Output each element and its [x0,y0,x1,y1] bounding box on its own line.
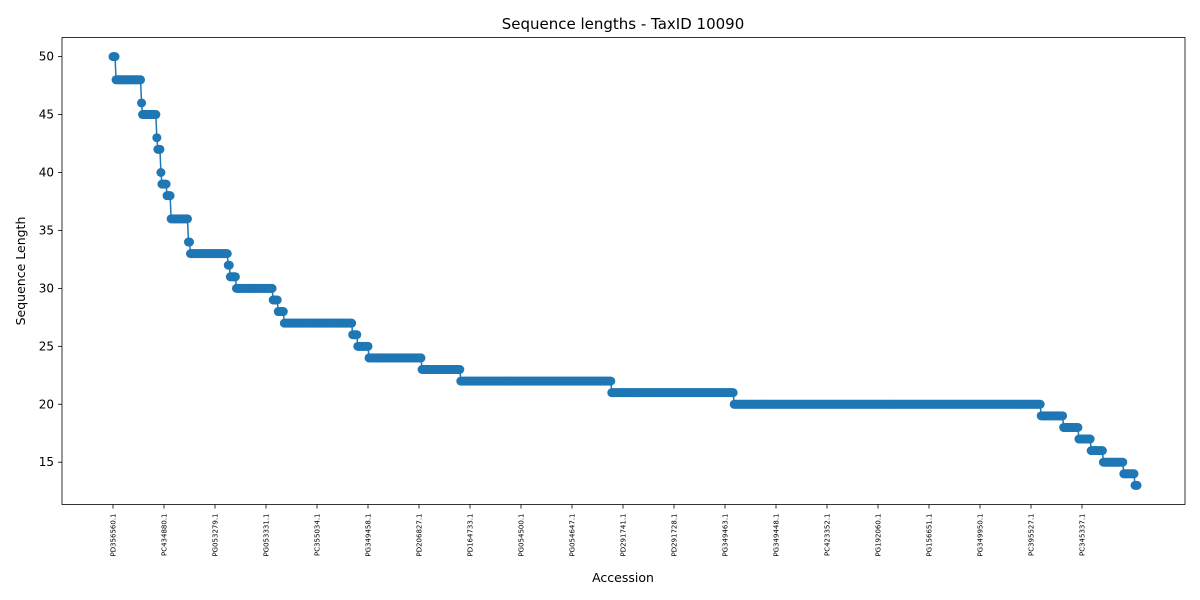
x-tick-label: PC434880.1 [161,514,169,557]
y-tick-label: 25 [39,339,54,353]
x-tick-label: PC423352.1 [824,514,832,557]
data-point [352,330,362,340]
y-tick-label: 30 [39,281,54,295]
y-axis: 15 20 25 30 35 40 45 50 [39,50,62,469]
x-tick-label: PG053331.1 [263,514,271,557]
x-tick-label: PC345337.1 [1079,514,1087,557]
series-line [113,55,1138,487]
data-point [110,52,120,62]
data-point [151,110,161,120]
x-tick-label: PD291728.1 [671,514,679,557]
plot-area [61,37,1186,505]
data-point [137,98,147,108]
x-tick-label: PC355034.1 [314,514,322,557]
series-layer [108,52,1142,490]
x-tick-label: PG054500.1 [518,514,526,557]
x-tick-label: PG349463.1 [722,514,730,557]
x-tick-label: PG349448.1 [773,514,781,557]
data-point [185,237,194,247]
data-point [606,376,616,386]
x-tick-label: PG192060.1 [875,514,883,557]
y-tick-label: 20 [39,397,54,411]
data-point [1073,422,1083,432]
data-point [1085,434,1095,444]
x-tick-label: PG349458.1 [365,514,373,557]
data-point [363,341,373,351]
y-tick-label: 50 [39,50,54,64]
data-point [230,272,240,282]
y-tick-label: 45 [39,108,54,122]
data-point [1118,457,1128,467]
x-tick-label: PD291741.1 [620,514,628,557]
data-point [155,144,165,154]
data-point [267,283,277,293]
x-tick-label: PG156651.1 [926,514,934,557]
data-point [161,179,171,189]
y-axis-label: Sequence Length [13,217,28,326]
x-tick-label: PG053279.1 [212,514,220,557]
chart-title: Sequence lengths - TaxID 10090 [502,15,745,33]
data-point [224,260,234,270]
y-tick-label: 40 [39,166,54,180]
data-point [152,133,162,143]
y-tick-label: 35 [39,223,54,237]
x-tick-label: PC395527.1 [1028,514,1036,557]
x-axis-label: Accession [592,570,654,585]
data-point [1129,469,1139,479]
data-point [1132,480,1142,490]
x-tick-label: PG054647.1 [569,514,577,557]
x-axis: PD356560.1 PC434880.1 PG053279.1 PG053331.1… [110,504,1087,557]
data-point [272,295,282,305]
data-point [455,365,465,374]
y-tick-label: 15 [39,455,54,469]
data-point [182,214,192,224]
data-point [278,307,288,317]
data-point [728,388,738,398]
data-point [416,353,426,363]
data-point [347,318,357,328]
data-point [156,168,166,177]
data-point [1035,399,1045,409]
x-tick-label: PG349950.1 [977,514,985,557]
data-point [1097,446,1107,456]
data-point [165,191,175,201]
data-point [136,75,146,85]
data-point [1058,411,1068,421]
x-tick-label: PD164733.1 [467,514,475,557]
x-tick-label: PD206827.1 [416,514,424,557]
data-point [222,249,232,259]
x-tick-label: PD356560.1 [110,514,118,557]
